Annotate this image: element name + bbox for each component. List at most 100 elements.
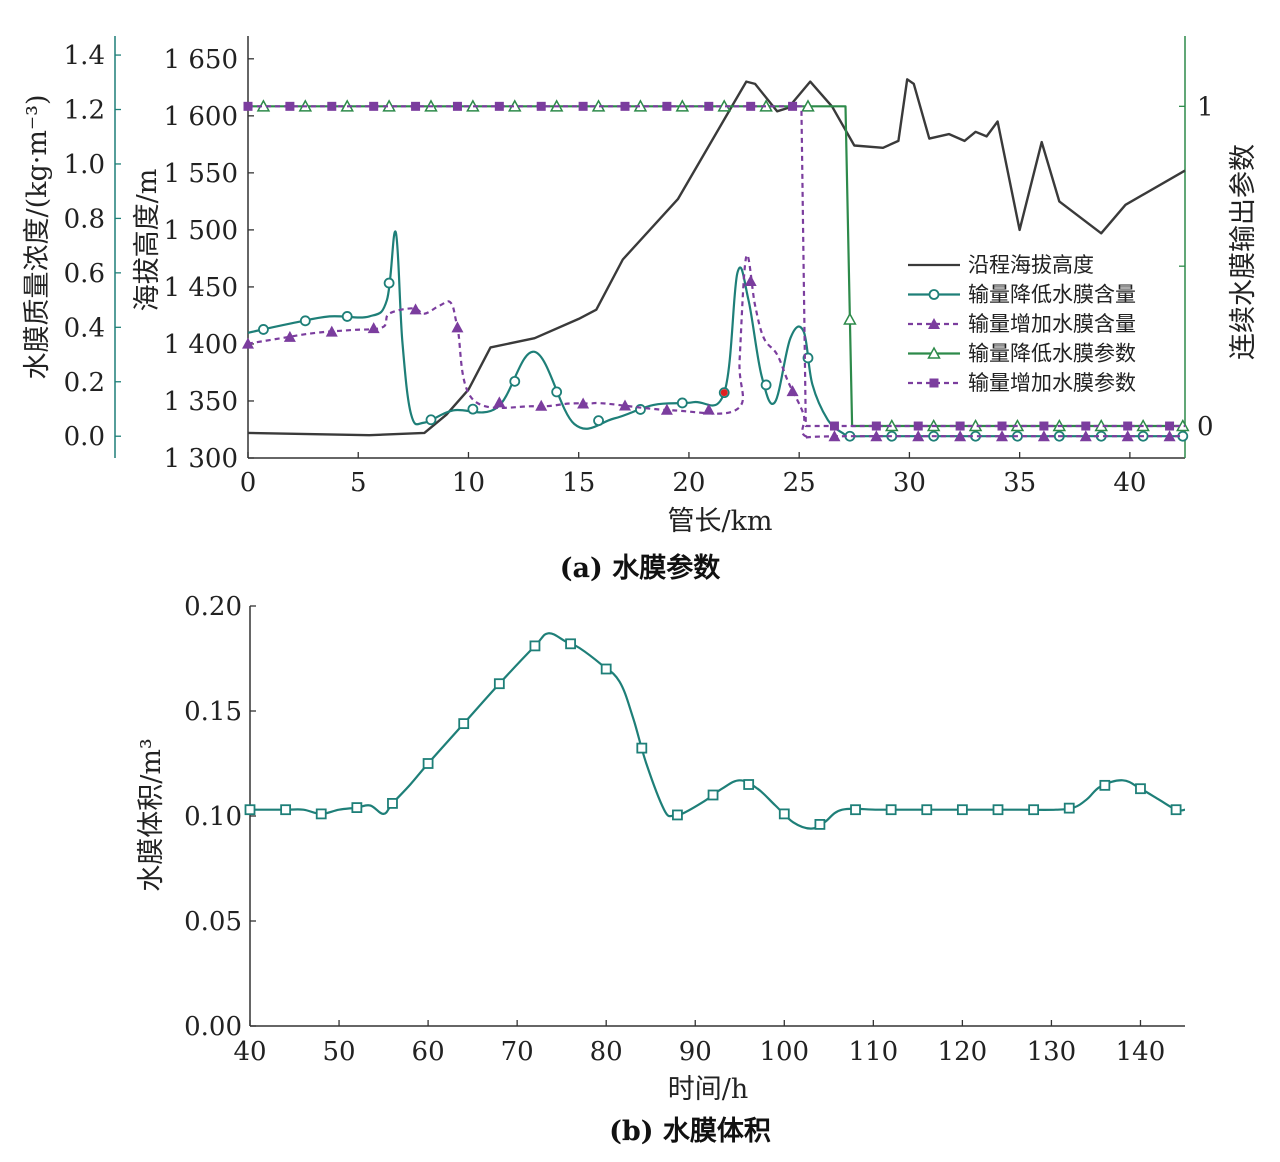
elevation-tick-label: 1 500 (164, 216, 238, 246)
elevation-tick-label: 1 600 (164, 102, 238, 132)
volume-series-marker (315, 808, 327, 820)
volume-series-marker (1063, 802, 1075, 814)
series-marker-2 (786, 385, 799, 397)
series-marker-4 (1165, 421, 1175, 431)
series-marker-1 (299, 315, 311, 327)
x-tick-label: 10 (452, 468, 485, 498)
x-tick-label: 120 (938, 1037, 988, 1067)
series-marker-4 (285, 101, 295, 111)
x-tick-label: 40 (1113, 468, 1146, 498)
legend-label-1: 输量降低水膜含量 (968, 283, 1136, 307)
volume-series-marker (529, 640, 541, 652)
series-marker-2 (660, 403, 673, 415)
series-marker-1 (341, 311, 353, 322)
series-marker-4 (704, 101, 714, 111)
series-marker-1 (509, 375, 521, 387)
series-marker-2 (1079, 430, 1092, 442)
x-tick-label: 60 (412, 1037, 445, 1067)
series-marker-4 (913, 421, 923, 431)
highlight-point (720, 389, 728, 397)
series-line-2 (247, 254, 1183, 440)
x-tick-label: 130 (1027, 1037, 1077, 1067)
volume-series-marker (921, 804, 933, 816)
panel-b-axes: 40 50 60 70 80 90 100 110 120 130 140 0.00 0.05 0.10 0… (184, 592, 1185, 1067)
series-marker-4 (452, 101, 462, 111)
x-tick-label: 0 (240, 468, 257, 498)
x-tick-label: 70 (501, 1037, 534, 1067)
series-marker-4 (327, 101, 337, 111)
x-tick-label: 140 (1116, 1037, 1166, 1067)
y-axis-title-output-parameter: 连续水膜输出参数 (1228, 144, 1259, 360)
legend-marker-4 (929, 378, 939, 388)
volume-series-marker (1099, 779, 1111, 791)
volume-series-marker (280, 804, 292, 816)
y-tick-label: 0.00 (184, 1012, 242, 1042)
series-marker-2 (1121, 430, 1134, 442)
concentration-tick-label: 0.2 (64, 368, 105, 398)
x-tick-label: 40 (233, 1037, 266, 1067)
series-marker-2 (577, 397, 590, 409)
x-tick-label: 90 (679, 1037, 712, 1067)
series-marker-1 (593, 415, 604, 427)
series-marker-4 (494, 101, 504, 111)
x-tick-label: 50 (323, 1037, 356, 1067)
series-marker-2 (619, 399, 632, 411)
legend-label-2: 输量增加水膜含量 (968, 312, 1136, 336)
volume-series-marker (992, 804, 1004, 816)
series-line-4 (248, 105, 1185, 428)
concentration-tick-label: 0.0 (64, 422, 105, 452)
volume-series-marker (1028, 804, 1040, 816)
series-marker-4 (243, 101, 253, 111)
volume-series-marker (422, 758, 434, 769)
y-axis-title-concentration: 水膜质量浓度/(kg·m⁻³) (22, 94, 53, 379)
panel-b-caption: (b) 水膜体积 (609, 1116, 771, 1147)
volume-series-marker (778, 808, 790, 820)
series-marker-4 (955, 421, 965, 431)
legend-label-3: 输量降低水膜参数 (968, 342, 1136, 366)
legend-label-0: 沿程海拔高度 (968, 253, 1094, 277)
series-marker-2 (409, 303, 422, 315)
series-marker-4 (1039, 421, 1049, 431)
series-marker-2 (493, 396, 506, 408)
volume-series-marker (885, 804, 897, 816)
x-tick-label: 35 (1003, 468, 1036, 498)
series-marker-4 (536, 101, 546, 111)
concentration-tick-label: 0.8 (64, 204, 105, 234)
series-marker-2 (367, 322, 380, 334)
volume-series-marker (672, 809, 683, 821)
y-tick-label: 0.15 (184, 697, 242, 727)
x-tick-label: 15 (562, 468, 595, 498)
legend-marker-2 (928, 318, 940, 329)
series-marker-3 (843, 312, 857, 325)
x-tick-label: 25 (783, 468, 816, 498)
y-tick-label: 0.20 (184, 592, 242, 622)
series-marker-2 (870, 430, 883, 442)
volume-series-marker (636, 742, 648, 754)
concentration-tick-label: 0.4 (64, 313, 105, 343)
x-tick-label: 20 (672, 468, 705, 498)
x-tick-label: 80 (590, 1037, 623, 1067)
series-marker-4 (620, 101, 630, 111)
panel-b-water-film-volume: 40 50 60 70 80 90 100 110 120 130 140 0.00 0.05 0.10 0… (136, 592, 1186, 1147)
series-marker-4 (788, 101, 798, 111)
volume-series-marker (814, 819, 826, 830)
elevation-tick-label: 1 650 (164, 45, 238, 75)
volume-series-marker (1135, 783, 1146, 795)
series-marker-1 (760, 379, 772, 391)
x-tick-label: 5 (350, 468, 367, 498)
legend-label-4: 输量增加水膜参数 (968, 371, 1136, 395)
series-marker-1 (676, 397, 688, 409)
output-parameter-tick-label: 0 (1197, 412, 1214, 442)
series-marker-4 (369, 101, 379, 111)
series-marker-1 (467, 403, 479, 415)
volume-series-marker (743, 779, 755, 790)
x-tick-label: 30 (893, 468, 926, 498)
elevation-tick-label: 1 300 (164, 444, 238, 474)
series-marker-3 (1176, 418, 1190, 432)
output-parameter-tick-label: 1 (1197, 92, 1214, 122)
series-marker-4 (1081, 421, 1091, 431)
